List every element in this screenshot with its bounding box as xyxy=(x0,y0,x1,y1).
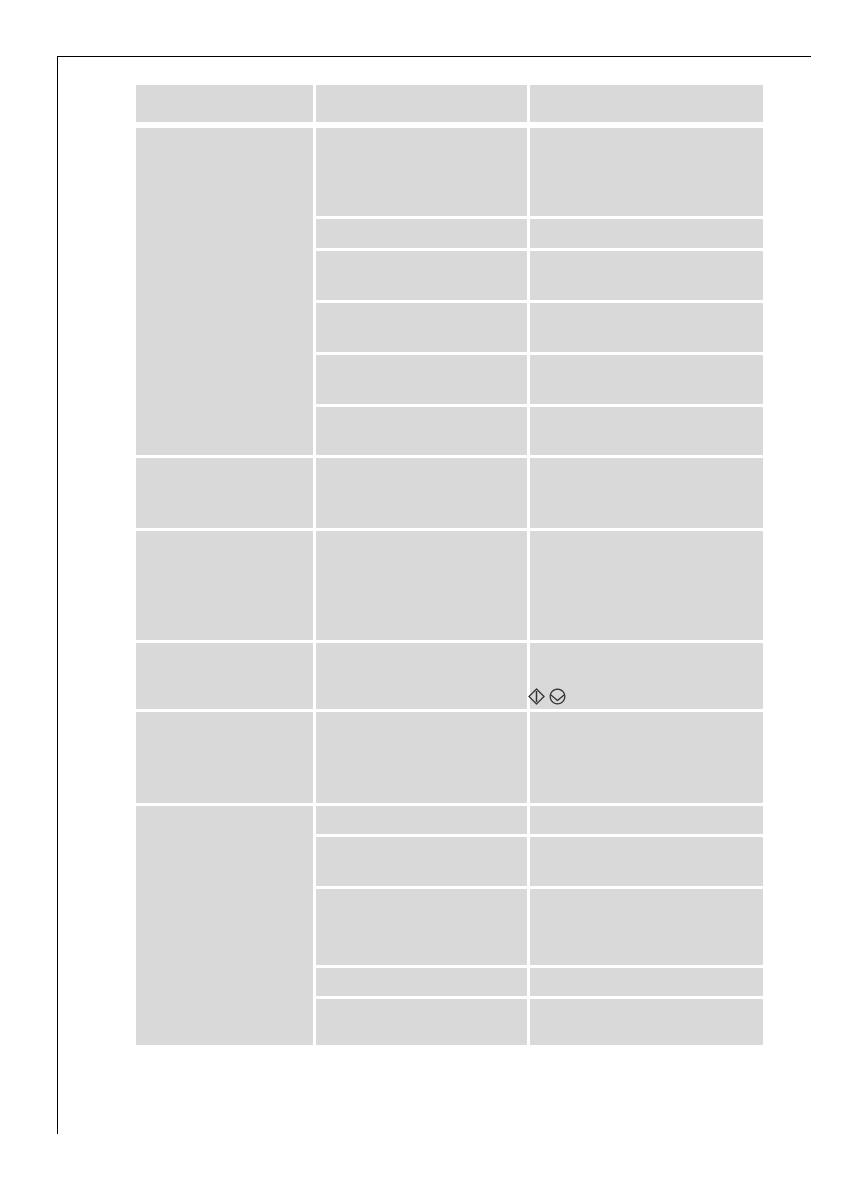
table-cell xyxy=(530,968,763,996)
table-cell xyxy=(530,355,763,404)
table-cell xyxy=(316,806,527,834)
group-label-cell xyxy=(136,531,313,640)
group-label-cell xyxy=(136,643,313,709)
table-cell xyxy=(316,251,527,300)
table-cell xyxy=(316,128,527,216)
group-label-cell xyxy=(136,128,313,455)
group-label-cell xyxy=(136,712,313,803)
table-cell xyxy=(530,837,763,886)
table-cell xyxy=(530,531,763,640)
table-cell xyxy=(316,219,527,248)
start-diamond-icon xyxy=(528,688,545,705)
table-cell xyxy=(316,968,527,996)
table-cell xyxy=(530,999,763,1045)
circle-v-icon xyxy=(549,688,566,705)
group-label-cell xyxy=(136,806,313,1045)
table-cell xyxy=(530,643,763,709)
table-cell xyxy=(316,458,527,528)
table-cell xyxy=(530,458,763,528)
table-cell xyxy=(530,712,763,803)
group-label-cell xyxy=(136,458,313,528)
header-cell xyxy=(316,85,527,122)
table-cell xyxy=(316,837,527,886)
page-frame-top-rule xyxy=(57,56,811,57)
table-cell xyxy=(316,889,527,965)
table-cell xyxy=(316,407,527,455)
page-frame-left-rule xyxy=(57,56,58,1134)
table-cell xyxy=(530,407,763,455)
table-cell xyxy=(316,355,527,404)
table-cell xyxy=(316,531,527,640)
table-cell xyxy=(530,128,763,216)
table-cell xyxy=(316,643,527,709)
header-cell xyxy=(136,85,313,122)
table-cell xyxy=(530,889,763,965)
table-cell xyxy=(316,303,527,352)
table-cell xyxy=(530,806,763,834)
icon-group xyxy=(528,688,566,705)
table-cell xyxy=(530,219,763,248)
table-cell xyxy=(316,712,527,803)
table-cell xyxy=(530,303,763,352)
header-cell xyxy=(530,85,763,122)
table-cell xyxy=(530,251,763,300)
table-cell xyxy=(316,999,527,1045)
